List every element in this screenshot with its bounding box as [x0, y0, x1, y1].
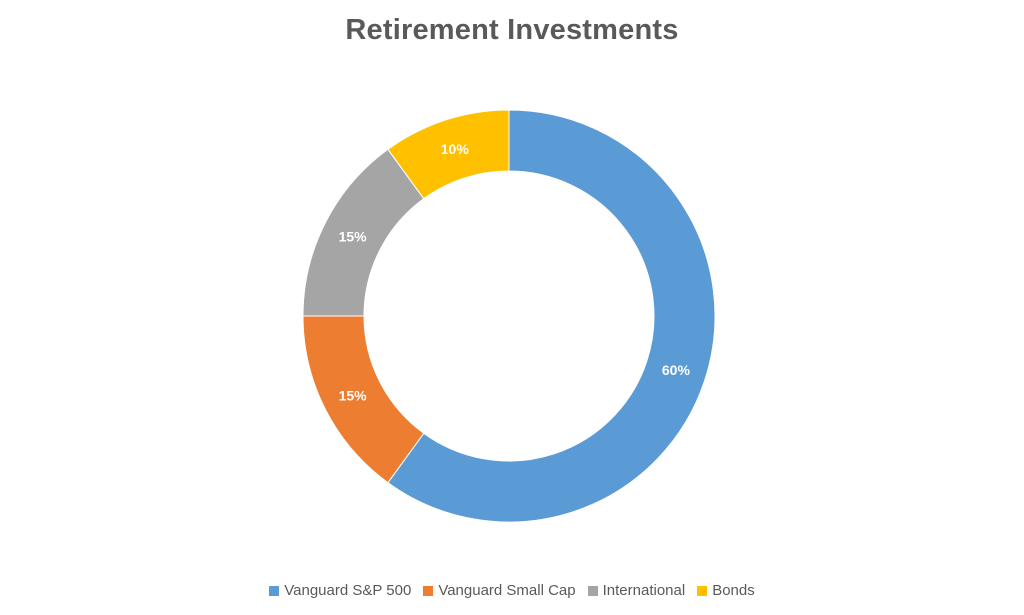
legend-swatch-2	[423, 585, 434, 596]
donut-slices	[302, 109, 716, 523]
legend-item-1: Vanguard S&P 500	[269, 582, 411, 599]
legend-label-4: Bonds	[712, 582, 755, 599]
legend-label-2: Vanguard Small Cap	[438, 582, 576, 599]
donut-slice-1	[387, 109, 716, 523]
legend-item-3: International	[587, 582, 686, 599]
legend-label-1: Vanguard S&P 500	[284, 582, 412, 599]
donut-chart: 60% 15% 15% 10%	[302, 109, 716, 523]
legend-item-2: Vanguard Small Cap	[423, 582, 576, 599]
legend-label-3: International	[602, 582, 686, 599]
legend-swatch-3	[587, 585, 598, 596]
legend-swatch-4	[697, 585, 708, 596]
chart-title: Retirement Investments	[345, 14, 679, 46]
legend-swatch-1	[269, 585, 280, 596]
legend-item-4: Bonds	[697, 582, 755, 599]
data-label-3: 15%	[339, 228, 368, 244]
data-label-1: 60%	[662, 362, 691, 378]
data-label-4: 10%	[441, 141, 470, 157]
donut-labels: 60% 15% 15% 10%	[339, 141, 691, 404]
data-label-2: 15%	[339, 388, 368, 404]
donut-slice-4	[387, 109, 510, 200]
chart-legend: Vanguard S&P 500 Vanguard Small Cap Intern…	[0, 582, 1024, 599]
